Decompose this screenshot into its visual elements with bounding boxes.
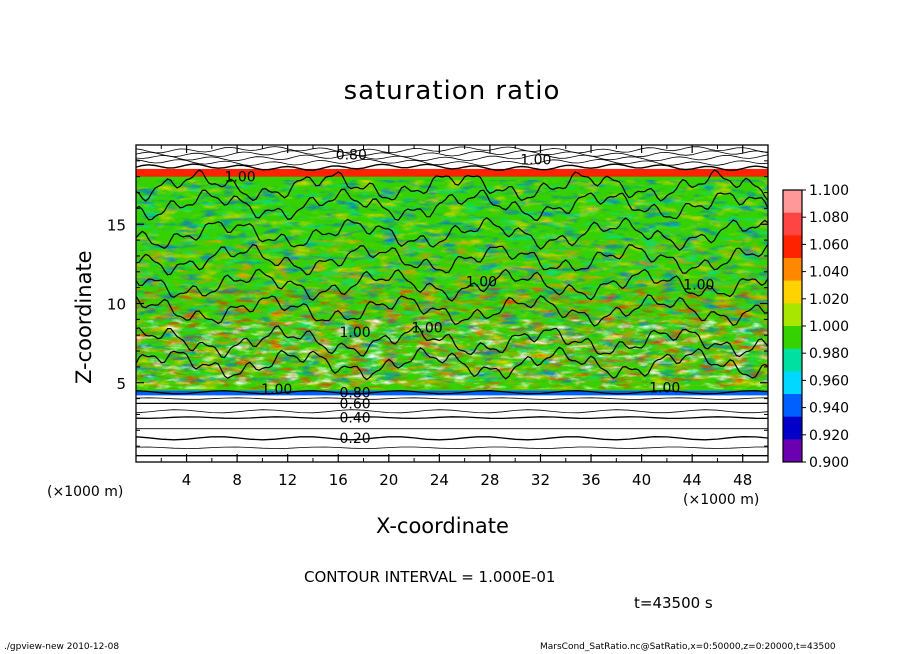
contour-line-upper (136, 154, 768, 162)
y-tick-label: 5 (116, 375, 126, 393)
contour-line-mid (136, 294, 768, 327)
contour-line-lower (136, 446, 768, 449)
colorbar-swatch (783, 439, 802, 463)
footer-right: MarsCond_SatRatio.nc@SatRatio,x=0:50000,… (540, 642, 836, 652)
contour-lines (136, 146, 768, 457)
footer-left: ./gpview-new 2010-12-08 (4, 642, 120, 652)
contour-line-mid (136, 346, 768, 381)
time-label: t=43500 s (634, 594, 713, 612)
x-tick-label: 28 (480, 471, 499, 489)
y-axis-label: Z-coordinate (72, 250, 96, 384)
contour-label: 1.00 (466, 274, 497, 290)
colorbar-swatch (783, 348, 802, 372)
x-axis-label: X-coordinate (376, 514, 509, 538)
colorbar-label: 1.000 (809, 319, 849, 335)
x-tick-label: 16 (329, 471, 348, 489)
contour-line-lower (136, 436, 768, 441)
colorbar-swatch (783, 394, 802, 418)
colorbar-swatch (783, 280, 802, 304)
x-tick-label: 44 (683, 471, 702, 489)
contour-label: 0.60 (340, 396, 371, 412)
contour-interval: CONTOUR INTERVAL = 1.000E-01 (304, 568, 556, 586)
contour-label: 1.00 (683, 277, 714, 293)
colorbar-label: 0.960 (809, 373, 849, 389)
x-unit-right: (×1000 m) (683, 492, 760, 508)
saturation-field (136, 145, 768, 462)
contour-label: 1.00 (340, 325, 371, 341)
colorbar-swatch (783, 371, 802, 395)
contour-label: 1.00 (649, 381, 680, 397)
colorbar-label: 1.060 (809, 237, 849, 253)
colorbar-label: 0.980 (809, 346, 849, 362)
contour-line-mid (136, 325, 768, 359)
colorbar-swatch (783, 326, 802, 350)
chart-title: saturation ratio (343, 76, 561, 106)
contour-line-lower (136, 409, 768, 414)
colorbar-label: 1.100 (809, 183, 849, 199)
contour-label: 0.80 (336, 148, 367, 164)
contour-label: 0.80 (340, 385, 371, 401)
x-tick-label: 20 (379, 471, 398, 489)
contour-label: 0.40 (340, 411, 371, 427)
field-layer (136, 319, 768, 390)
colorbar-swatch (783, 416, 802, 440)
x-tick-label: 36 (581, 471, 600, 489)
colorbar-swatch (783, 235, 802, 259)
colorbar-swatch (783, 258, 802, 282)
contour-line-upper (136, 146, 768, 154)
contour-line-upper (136, 150, 768, 158)
contour-label: 0.20 (340, 431, 371, 447)
colorbar-label: 0.900 (809, 455, 849, 471)
contour-line-lower (136, 390, 768, 395)
contour-line-upper (136, 158, 768, 167)
x-tick-label: 4 (182, 471, 192, 489)
contour-label: 1.00 (520, 152, 551, 168)
contour-line-mid (136, 268, 768, 302)
contour-line-upper (136, 163, 768, 172)
contour-line-mid (136, 216, 768, 251)
colorbar-label: 0.940 (809, 401, 849, 417)
top-strip (136, 168, 768, 177)
x-tick-label: 12 (278, 471, 297, 489)
contour-line-lower (136, 416, 768, 420)
x-tick-label: 8 (232, 471, 242, 489)
contour-line-mid (136, 169, 768, 202)
x-tick-label: 32 (531, 471, 550, 489)
colorbar-label: 1.040 (809, 265, 849, 281)
colorbar-label: 1.020 (809, 292, 849, 308)
contour-label: 1.00 (224, 170, 255, 186)
colorbar-swatch (783, 212, 802, 236)
x-tick-label: 24 (430, 471, 449, 489)
y-tick-label: 10 (107, 296, 126, 314)
colorbar-swatch (783, 303, 802, 327)
colorbar-label: 1.080 (809, 210, 849, 226)
colorbar-swatch (783, 190, 802, 214)
x-unit-left: (×1000 m) (47, 484, 124, 500)
contour-label: 1.00 (261, 382, 292, 398)
x-tick-label: 40 (632, 471, 651, 489)
y-tick-label: 15 (107, 216, 126, 234)
contour-labels: 0.200.400.600.801.00 1.001.00 1.001.00 1.00… (224, 148, 714, 448)
contour-label: 1.00 (412, 320, 443, 336)
colorbar-label: 0.920 (809, 428, 849, 444)
x-tick-label: 48 (733, 471, 752, 489)
contour-line-mid (136, 188, 768, 222)
colorbar: 1.100 1.080 1.060 1.040 1.020 1.000 0.980 0.960… (782, 183, 849, 471)
contour-line-lower (136, 397, 768, 400)
contour-line-mid (136, 243, 768, 276)
